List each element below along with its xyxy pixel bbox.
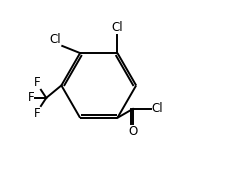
Text: F: F — [27, 91, 34, 104]
Text: F: F — [33, 106, 40, 120]
Text: O: O — [128, 125, 137, 138]
Text: Cl: Cl — [50, 33, 61, 46]
Text: Cl: Cl — [111, 21, 123, 34]
Text: F: F — [33, 76, 40, 89]
Text: Cl: Cl — [151, 102, 162, 115]
